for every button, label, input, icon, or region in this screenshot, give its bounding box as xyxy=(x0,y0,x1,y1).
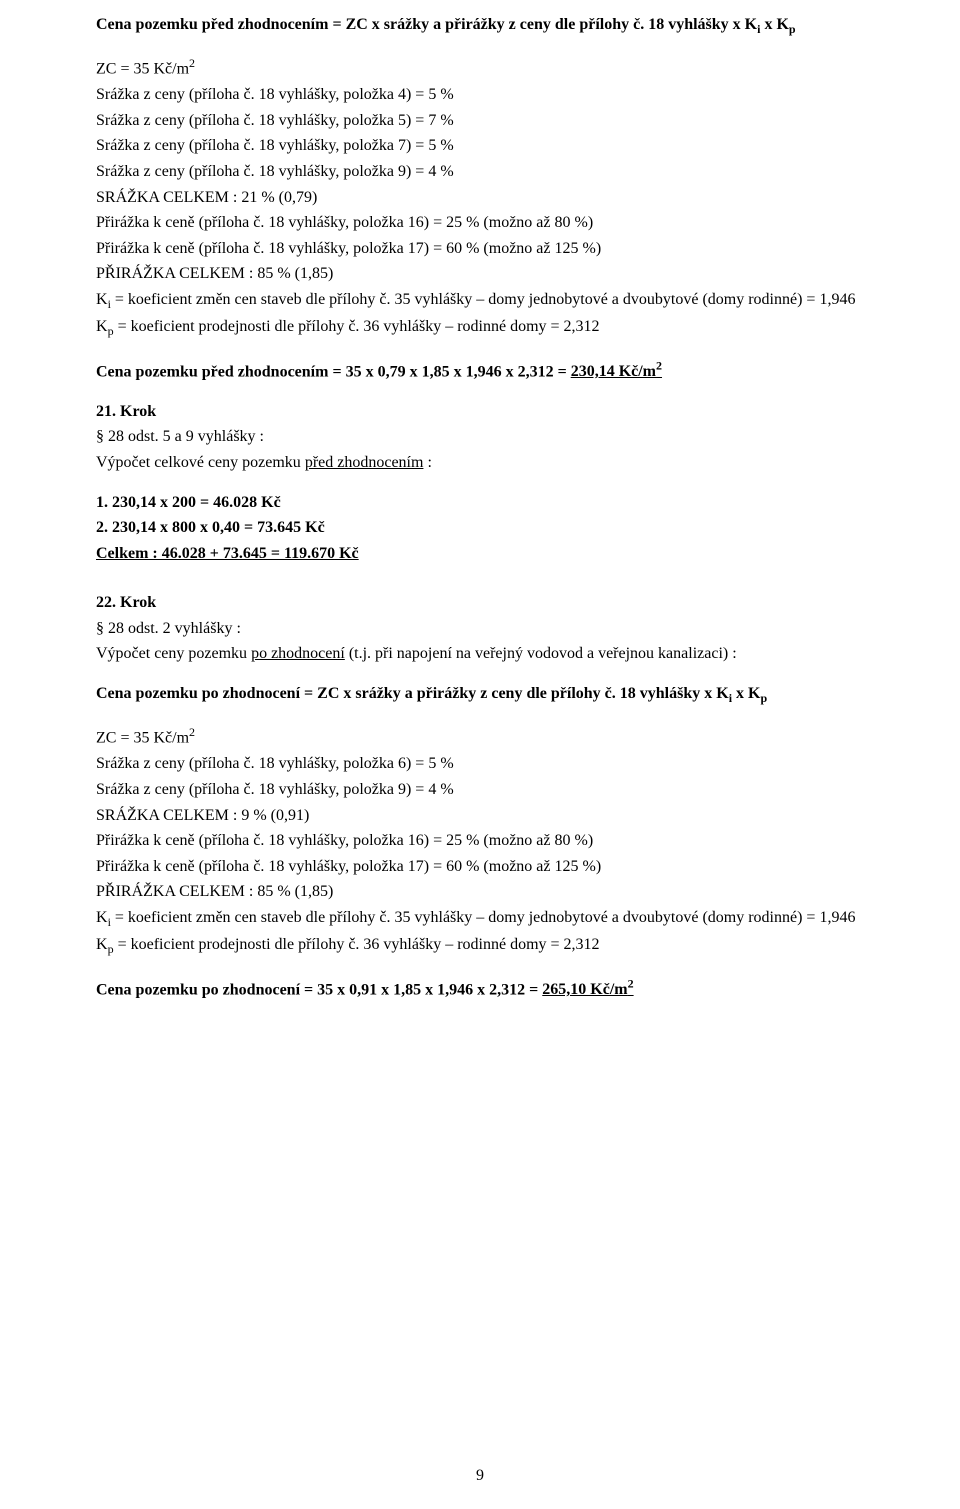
krok22-line: SRÁŽKA CELKEM : 9 % (0,91) xyxy=(96,805,864,827)
krok22: 22. Krok § 28 odst. 2 vyhlášky : Výpočet… xyxy=(96,592,864,1000)
sec1-heading: Cena pozemku před zhodnocením = ZC x srá… xyxy=(96,14,864,37)
sec1-line: ZC = 35 Kč/m2 xyxy=(96,55,864,80)
sec1-kp: Kp = koeficient prodejnosti dle přílohy … xyxy=(96,316,864,339)
krok22-line: Přirážka k ceně (příloha č. 18 vyhlášky,… xyxy=(96,830,864,852)
krok22-line: PŘIRÁŽKA CELKEM : 85 % (1,85) xyxy=(96,881,864,903)
krok22-heading: Cena pozemku po zhodnocení = ZC x srážky… xyxy=(96,683,864,706)
krok22-ki: Ki = koeficient změn cen staveb dle příl… xyxy=(96,907,864,930)
sec1-line: Srážka z ceny (příloha č. 18 vyhlášky, p… xyxy=(96,135,864,157)
krok21: 21. Krok § 28 odst. 5 a 9 vyhlášky : Výp… xyxy=(96,401,864,565)
sec1-body: ZC = 35 Kč/m2 Srážka z ceny (příloha č. … xyxy=(96,55,864,339)
krok22-line: Srážka z ceny (příloha č. 18 vyhlášky, p… xyxy=(96,779,864,801)
document-page: Cena pozemku před zhodnocením = ZC x srá… xyxy=(0,0,960,1509)
sec1-line: Přirážka k ceně (příloha č. 18 vyhlášky,… xyxy=(96,212,864,234)
krok22-title: 22. Krok xyxy=(96,592,864,614)
krok21-calc-line: 2. 230,14 x 800 x 0,40 = 73.645 Kč xyxy=(96,517,864,539)
sec1-line: Přirážka k ceně (příloha č. 18 vyhlášky,… xyxy=(96,238,864,260)
sec1-line: Srážka z ceny (příloha č. 18 vyhlášky, p… xyxy=(96,161,864,183)
krok22-desc: Výpočet ceny pozemku po zhodnocení (t.j.… xyxy=(96,643,864,665)
krok21-title: 21. Krok xyxy=(96,401,864,423)
sec1-result: Cena pozemku před zhodnocením = 35 x 0,7… xyxy=(96,358,864,383)
krok22-line: ZC = 35 Kč/m2 xyxy=(96,724,864,749)
krok22-body: ZC = 35 Kč/m2 Srážka z ceny (příloha č. … xyxy=(96,724,864,957)
page-number: 9 xyxy=(0,1467,960,1485)
krok21-total: Celkem : 46.028 + 73.645 = 119.670 Kč xyxy=(96,543,864,565)
krok22-line: Přirážka k ceně (příloha č. 18 vyhlášky,… xyxy=(96,856,864,878)
krok22-sub: § 28 odst. 2 vyhlášky : xyxy=(96,618,864,640)
krok21-sub: § 28 odst. 5 a 9 vyhlášky : xyxy=(96,426,864,448)
krok22-kp: Kp = koeficient prodejnosti dle přílohy … xyxy=(96,934,864,957)
krok22-result: Cena pozemku po zhodnocení = 35 x 0,91 x… xyxy=(96,976,864,1001)
krok21-desc: Výpočet celkové ceny pozemku před zhodno… xyxy=(96,452,864,474)
krok21-calc-line: 1. 230,14 x 200 = 46.028 Kč xyxy=(96,492,864,514)
krok22-line: Srážka z ceny (příloha č. 18 vyhlášky, p… xyxy=(96,753,864,775)
sec1-line: SRÁŽKA CELKEM : 21 % (0,79) xyxy=(96,187,864,209)
sec1-line: Srážka z ceny (příloha č. 18 vyhlášky, p… xyxy=(96,84,864,106)
sec1-ki: Ki = koeficient změn cen staveb dle příl… xyxy=(96,289,864,312)
sec1-line: Srážka z ceny (příloha č. 18 vyhlášky, p… xyxy=(96,110,864,132)
sec1-line: PŘIRÁŽKA CELKEM : 85 % (1,85) xyxy=(96,263,864,285)
krok21-calc: 1. 230,14 x 200 = 46.028 Kč 2. 230,14 x … xyxy=(96,492,864,565)
